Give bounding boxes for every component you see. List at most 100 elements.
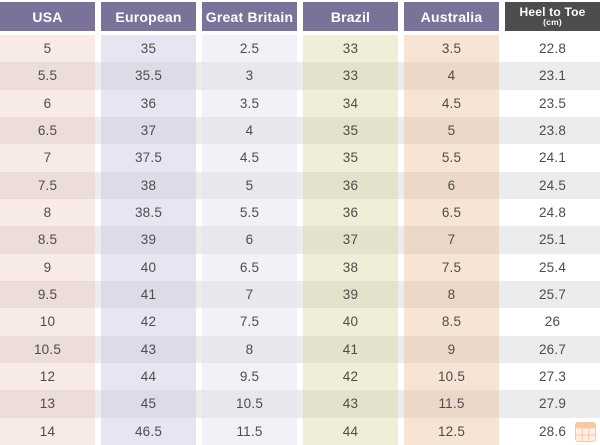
table-row: 7 37.5 4.5 35 5.5 24.1	[0, 144, 600, 172]
cell-australia: 6	[404, 171, 499, 199]
cell-brazil: 42	[303, 362, 398, 391]
cell-usa: 12	[0, 362, 95, 391]
column-header-label: Brazil	[330, 8, 371, 25]
cell-great-britain: 4.5	[202, 144, 297, 172]
cell-usa: 7	[0, 144, 95, 172]
cell-great-britain: 6.5	[202, 253, 297, 281]
table-row: 14 46.5 11.5 44 12.5 28.6	[0, 417, 600, 445]
cell-australia: 7.5	[404, 253, 499, 281]
cell-european: 35	[101, 35, 196, 63]
column-header-label: Australia	[420, 8, 483, 25]
cell-australia: 5.5	[404, 144, 499, 172]
cell-usa: 6	[0, 89, 95, 117]
table-row: 8 38.5 5.5 36 6.5 24.8	[0, 198, 600, 227]
cell-heel-to-toe: 23.8	[505, 116, 600, 145]
cell-usa: 9	[0, 253, 95, 281]
cell-european: 39	[101, 226, 196, 254]
cell-australia: 5	[404, 116, 499, 145]
column-header-brazil: Brazil	[303, 2, 398, 31]
cell-brazil: 38	[303, 253, 398, 281]
cell-usa: 6.5	[0, 116, 95, 145]
cell-european: 40	[101, 253, 196, 281]
cell-brazil: 40	[303, 308, 398, 336]
cell-heel-to-toe: 27.9	[505, 390, 600, 418]
cell-heel-to-toe: 22.8	[505, 35, 600, 63]
cell-usa: 8	[0, 198, 95, 227]
cell-european: 38	[101, 171, 196, 199]
cell-brazil: 43	[303, 390, 398, 418]
cell-great-britain: 7.5	[202, 308, 297, 336]
table-row: 10 42 7.5 40 8.5 26	[0, 308, 600, 336]
cell-usa: 13	[0, 390, 95, 418]
table-body: 5 35 2.5 33 3.5 22.8 5.5 35.5 3 33 4 23.1 6 36 3.5 34 4.…	[0, 35, 600, 445]
cell-european: 38.5	[101, 198, 196, 227]
cell-heel-to-toe: 23.1	[505, 62, 600, 90]
table-row: 8.5 39 6 37 7 25.1	[0, 226, 600, 254]
cell-great-britain: 7	[202, 280, 297, 309]
cell-european: 41	[101, 280, 196, 309]
cell-brazil: 33	[303, 35, 398, 63]
column-header-label: Heel to Toe	[519, 4, 586, 19]
cell-heel-to-toe: 24.8	[505, 198, 600, 227]
table-header-row: USA European Great Britain Brazil Austra…	[0, 2, 600, 31]
cell-brazil: 35	[303, 116, 398, 145]
column-header-label: European	[115, 8, 182, 25]
cell-european: 46.5	[101, 417, 196, 445]
cell-european: 43	[101, 335, 196, 363]
column-header-usa: USA	[0, 2, 95, 31]
cell-usa: 5.5	[0, 62, 95, 90]
cell-australia: 3.5	[404, 35, 499, 63]
cell-great-britain: 10.5	[202, 390, 297, 418]
table-row: 13 45 10.5 43 11.5 27.9	[0, 390, 600, 418]
cell-european: 45	[101, 390, 196, 418]
cell-australia: 7	[404, 226, 499, 254]
cell-brazil: 34	[303, 89, 398, 117]
cell-great-britain: 5	[202, 171, 297, 199]
cell-heel-to-toe: 26.7	[505, 335, 600, 363]
cell-great-britain: 5.5	[202, 198, 297, 227]
column-header-european: European	[101, 2, 196, 31]
cell-heel-to-toe: 27.3	[505, 362, 600, 391]
table-row: 9.5 41 7 39 8 25.7	[0, 280, 600, 309]
column-header-label: Great Britain	[205, 8, 294, 25]
cell-great-britain: 2.5	[202, 35, 297, 63]
table-row: 10.5 43 8 41 9 26.7	[0, 335, 600, 363]
cell-brazil: 39	[303, 280, 398, 309]
cell-european: 37	[101, 116, 196, 145]
cell-australia: 8	[404, 280, 499, 309]
cell-brazil: 44	[303, 417, 398, 445]
cell-usa: 5	[0, 35, 95, 63]
cell-european: 36	[101, 89, 196, 117]
cell-european: 42	[101, 308, 196, 336]
cell-australia: 4.5	[404, 89, 499, 117]
cell-great-britain: 6	[202, 226, 297, 254]
cell-heel-to-toe: 25.1	[505, 226, 600, 254]
cell-great-britain: 8	[202, 335, 297, 363]
table-row: 6.5 37 4 35 5 23.8	[0, 116, 600, 145]
cell-usa: 8.5	[0, 226, 95, 254]
cell-australia: 4	[404, 62, 499, 90]
column-header-label: USA	[32, 8, 63, 25]
cell-australia: 11.5	[404, 390, 499, 418]
cell-australia: 9	[404, 335, 499, 363]
cell-heel-to-toe: 24.1	[505, 144, 600, 172]
cell-great-britain: 4	[202, 116, 297, 145]
cell-heel-to-toe: 25.7	[505, 280, 600, 309]
cell-australia: 10.5	[404, 362, 499, 391]
cell-european: 35.5	[101, 62, 196, 90]
cell-heel-to-toe: 26	[505, 308, 600, 336]
table-row: 5 35 2.5 33 3.5 22.8	[0, 35, 600, 63]
column-header-unit-label: (cm)	[543, 17, 562, 28]
table-row: 9 40 6.5 38 7.5 25.4	[0, 253, 600, 281]
cell-usa: 10	[0, 308, 95, 336]
cell-usa: 10.5	[0, 335, 95, 363]
cell-great-britain: 3	[202, 62, 297, 90]
table-row: 6 36 3.5 34 4.5 23.5	[0, 89, 600, 117]
cell-brazil: 36	[303, 198, 398, 227]
cell-brazil: 33	[303, 62, 398, 90]
cell-great-britain: 11.5	[202, 417, 297, 445]
cell-brazil: 41	[303, 335, 398, 363]
column-header-heel-to-toe: Heel to Toe (cm)	[505, 2, 600, 31]
cell-australia: 12.5	[404, 417, 499, 445]
cell-heel-to-toe: 23.5	[505, 89, 600, 117]
